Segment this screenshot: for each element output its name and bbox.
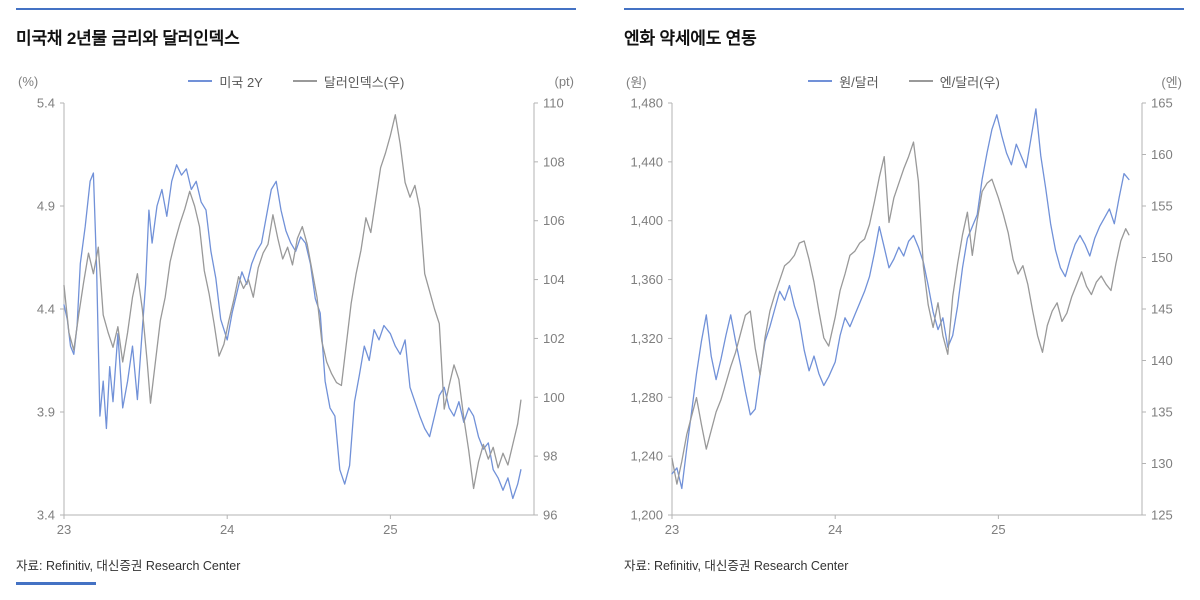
svg-text:1,400: 1,400 [630,213,663,228]
svg-text:1,360: 1,360 [630,272,663,287]
chart-title: 미국채 2년물 금리와 달러인덱스 [16,29,240,48]
right-axis-unit-label: (엔) [1161,74,1182,90]
report-page: 미국채 2년물 금리와 달러인덱스 (%) 미국 2Y 달러인덱스(우) (pt)… [16,8,1184,585]
svg-text:160: 160 [1151,147,1173,162]
legend-item: 엔/달러(우) [908,72,1000,91]
legend-line-sample [292,80,317,82]
line-chart: 1,200 1,240 1,280 1,320 1,360 1,400 1,440 1,480… [630,96,1173,538]
svg-text:130: 130 [1151,456,1173,471]
svg-text:165: 165 [1151,96,1173,111]
chart-panel-us2y-dxy: 미국채 2년물 금리와 달러인덱스 (%) 미국 2Y 달러인덱스(우) (pt)… [16,8,576,585]
legend-row: (원) 원/달러 엔/달러(우) (엔) [624,71,1184,91]
legend-label: 달러인덱스(우) [323,74,405,90]
legend-label: 미국 2Y [219,74,263,90]
svg-text:106: 106 [543,213,565,228]
svg-text:125: 125 [1151,508,1173,523]
svg-text:98: 98 [543,449,557,464]
source-note: 자료: Refinitiv, 대신증권 Research Center [16,559,241,573]
section-top-rule [624,8,1184,10]
left-axis-unit-label: (원) [626,74,647,90]
chart-panel-krw-jpy: 엔화 약세에도 연동 (원) 원/달러 엔/달러(우) (엔) 1,200 1,24… [624,8,1184,585]
svg-text:23: 23 [665,522,679,537]
source-note: 자료: Refinitiv, 대신증권 Research Center [624,559,849,573]
svg-text:1,440: 1,440 [630,154,663,169]
svg-text:104: 104 [543,272,565,287]
svg-text:1,280: 1,280 [630,390,663,405]
chart-title: 엔화 약세에도 연동 [624,29,757,48]
svg-text:4.4: 4.4 [37,302,55,317]
footer-rule [16,582,96,585]
svg-text:3.4: 3.4 [37,508,55,523]
svg-text:145: 145 [1151,302,1173,317]
legend-item: 원/달러 [808,72,879,91]
legend-row: (%) 미국 2Y 달러인덱스(우) (pt) [16,71,576,91]
svg-text:1,240: 1,240 [630,449,663,464]
left-axis-unit-label: (%) [18,73,39,89]
legend-line-sample [808,80,833,82]
svg-text:110: 110 [543,96,564,111]
svg-text:1,480: 1,480 [630,96,663,111]
legend-item: 달러인덱스(우) [292,72,405,91]
svg-text:100: 100 [543,390,565,405]
line-chart: 3.4 3.9 4.4 4.9 5.4 96 98 100 102 104 106 108 110 23 2… [37,96,565,538]
legend-line-sample [908,80,933,82]
svg-text:24: 24 [220,522,234,537]
svg-text:24: 24 [828,522,842,537]
svg-text:5.4: 5.4 [37,96,55,111]
section-top-rule [16,8,576,10]
legend-label: 엔/달러(우) [939,74,1000,90]
legend: 미국 2Y 달러인덱스(우) [38,72,554,91]
right-axis-unit-label: (pt) [554,73,575,89]
svg-text:25: 25 [383,522,397,537]
svg-text:96: 96 [543,508,557,523]
svg-text:102: 102 [543,331,565,346]
svg-text:108: 108 [543,154,565,169]
legend: 원/달러 엔/달러(우) [647,72,1162,91]
svg-text:3.9: 3.9 [37,405,55,420]
svg-text:135: 135 [1151,405,1173,420]
svg-text:155: 155 [1151,199,1173,214]
legend-line-sample [188,80,213,82]
legend-item: 미국 2Y [188,72,263,91]
svg-text:23: 23 [57,522,71,537]
svg-text:4.9: 4.9 [37,199,55,214]
svg-text:140: 140 [1151,353,1173,368]
svg-text:25: 25 [991,522,1005,537]
svg-text:150: 150 [1151,250,1173,265]
svg-text:1,320: 1,320 [630,331,663,346]
svg-text:1,200: 1,200 [630,508,663,523]
legend-label: 원/달러 [839,74,879,90]
